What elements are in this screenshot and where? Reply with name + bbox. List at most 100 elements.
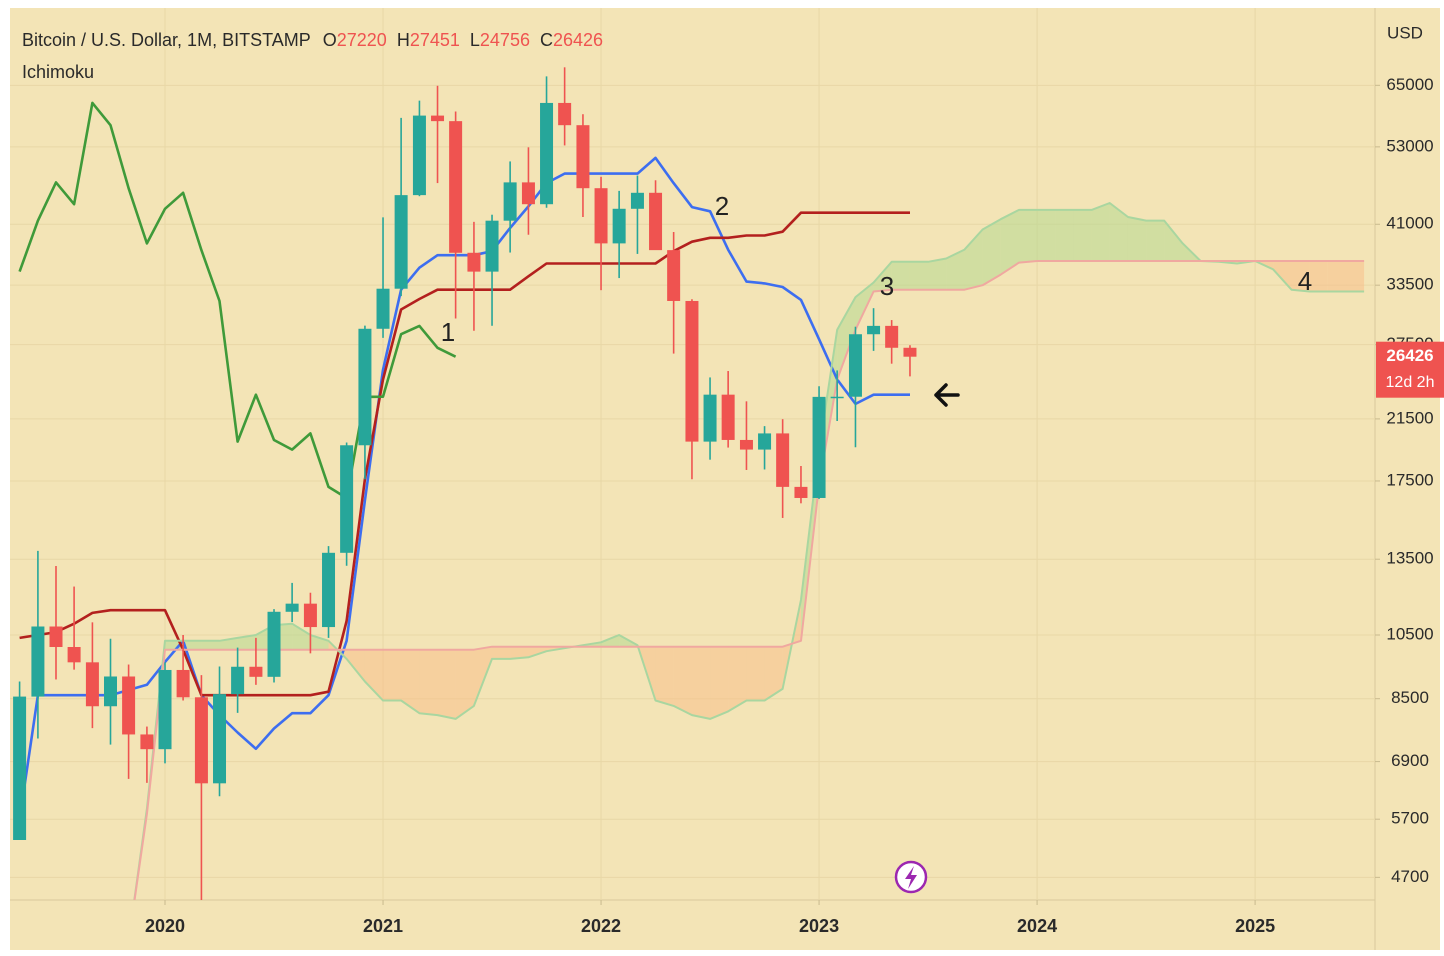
candle-body bbox=[812, 396, 826, 498]
candle-body bbox=[85, 662, 99, 707]
candle-body bbox=[521, 182, 535, 205]
y-tick-label: 8500 bbox=[1391, 688, 1429, 707]
axes: 4700570069008500105001350017500215002750… bbox=[145, 75, 1434, 936]
cloud-segment bbox=[764, 646, 783, 701]
y-tick-label: 41000 bbox=[1386, 214, 1433, 233]
ohlc-value: 26426 bbox=[552, 30, 604, 50]
cloud-segment bbox=[419, 649, 438, 716]
cloud-segment bbox=[1037, 209, 1056, 261]
candle-body bbox=[558, 102, 572, 126]
candle-body bbox=[667, 250, 681, 301]
candle-body bbox=[503, 182, 517, 221]
candle-body bbox=[104, 676, 118, 707]
cloud-segment bbox=[1273, 260, 1292, 290]
cloud-segment bbox=[746, 646, 765, 701]
cloud-segment bbox=[601, 634, 620, 647]
candle-body bbox=[303, 603, 317, 628]
candle-body bbox=[213, 694, 227, 784]
cloud-segment bbox=[946, 249, 965, 290]
cloud-segment bbox=[710, 646, 729, 719]
cloud-segment bbox=[201, 640, 220, 650]
annotation: 3 bbox=[880, 271, 894, 301]
candle-body bbox=[848, 334, 862, 397]
indicator-line bbox=[18, 156, 910, 820]
cloud-segment bbox=[183, 640, 202, 650]
x-tick-label: 2024 bbox=[1017, 916, 1057, 936]
candle-body bbox=[449, 121, 463, 253]
candle-body bbox=[703, 394, 717, 442]
cloud-segment bbox=[1346, 260, 1365, 292]
cloud-segment bbox=[891, 261, 910, 290]
ohlc-key: L bbox=[469, 30, 480, 50]
candle-body bbox=[394, 195, 408, 289]
candle-body bbox=[122, 676, 136, 735]
cloud-segment bbox=[455, 649, 474, 719]
cloud-segment bbox=[728, 646, 747, 712]
annotation: 4 bbox=[1298, 266, 1312, 296]
cloud-segment bbox=[928, 258, 947, 290]
candle-body bbox=[903, 347, 917, 357]
candle-body bbox=[158, 669, 172, 750]
cloud-segment bbox=[346, 649, 365, 682]
cloud-segment bbox=[964, 229, 983, 290]
symbol-line: Bitcoin / U.S. Dollar, 1M, BITSTAMP O2722… bbox=[22, 24, 603, 56]
cloud-segment bbox=[437, 649, 456, 719]
cloud-segment bbox=[691, 646, 711, 719]
cloud-segment bbox=[909, 261, 929, 290]
y-tick-label: 21500 bbox=[1386, 408, 1433, 427]
cloud-segment bbox=[1109, 202, 1128, 261]
cloud-segment bbox=[364, 649, 384, 701]
candle-body bbox=[31, 626, 45, 697]
price-tag bbox=[1376, 341, 1444, 398]
arrow bbox=[934, 383, 960, 407]
x-tick-label: 2025 bbox=[1235, 916, 1275, 936]
candle-body bbox=[485, 220, 499, 272]
candle-body bbox=[576, 125, 590, 189]
replay-icon[interactable] bbox=[894, 860, 928, 894]
indicator-line bbox=[19, 211, 910, 697]
candle-body bbox=[267, 611, 281, 677]
cloud-segment bbox=[873, 261, 892, 292]
candle-body bbox=[594, 188, 608, 244]
candle-body bbox=[194, 697, 208, 784]
candle-body bbox=[249, 666, 263, 677]
cloud-segment bbox=[473, 646, 493, 706]
x-tick-label: 2020 bbox=[145, 916, 185, 936]
indicator-line bbox=[133, 260, 1365, 900]
candle-body bbox=[739, 439, 753, 450]
cloud-segment bbox=[1127, 216, 1147, 261]
price-tag-label: 26426 bbox=[1386, 346, 1433, 365]
cloud-segment bbox=[1000, 209, 1019, 275]
cloud-segment bbox=[383, 649, 402, 701]
y-axis-unit: USD bbox=[1387, 23, 1423, 42]
x-tick-label: 2021 bbox=[363, 916, 403, 936]
cloud-segment bbox=[1309, 260, 1328, 292]
cloud-segment bbox=[655, 646, 674, 706]
y-tick-label: 33500 bbox=[1386, 275, 1433, 294]
candle-body bbox=[358, 328, 372, 446]
x-tick-label: 2022 bbox=[581, 916, 621, 936]
indicator-line bbox=[133, 202, 1365, 900]
candle-body bbox=[758, 433, 772, 450]
candle-body bbox=[612, 208, 626, 244]
cloud-segment bbox=[528, 646, 547, 658]
cloud-segment bbox=[401, 649, 420, 714]
annotation: 1 bbox=[441, 317, 455, 347]
candle-body bbox=[776, 433, 790, 487]
cloud-segment bbox=[310, 634, 329, 650]
y-tick-label: 53000 bbox=[1386, 136, 1433, 155]
cloud-segment bbox=[1073, 209, 1092, 261]
candle-body bbox=[794, 486, 808, 498]
y-tick-label: 17500 bbox=[1386, 470, 1433, 489]
cloud-segment bbox=[492, 646, 511, 659]
y-tick-label: 65000 bbox=[1386, 75, 1433, 94]
candle-body bbox=[431, 115, 445, 122]
cloud-segment bbox=[1055, 209, 1074, 261]
candle-body bbox=[322, 552, 336, 628]
y-tick-label: 10500 bbox=[1386, 624, 1433, 643]
icon-bolt[interactable] bbox=[905, 866, 917, 889]
cloud-segment bbox=[1146, 220, 1165, 261]
cloud-segment bbox=[673, 646, 692, 716]
